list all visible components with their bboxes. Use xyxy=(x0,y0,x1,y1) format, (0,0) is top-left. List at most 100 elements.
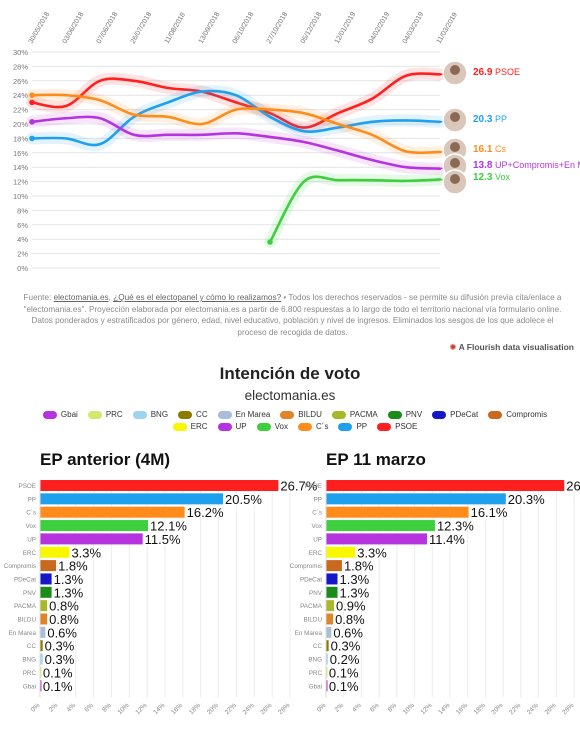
bar-x-tick-label: 14% xyxy=(152,702,166,716)
legend-item-pdecat[interactable]: PDeCat xyxy=(432,410,478,419)
bar-pdecat xyxy=(40,573,52,585)
legend-swatch xyxy=(132,410,147,419)
bar-x-tick-label: 2% xyxy=(48,702,60,714)
bar-prc xyxy=(40,666,42,678)
series-start-point xyxy=(29,135,35,142)
line-chart: 0% 2% 4% 6% 8% 10% 12% 14% 16% 18% 20% 22% 24% 26% 28%… xyxy=(13,11,580,273)
legend-item-compromis[interactable]: Compromis xyxy=(488,410,547,419)
bar-value-label: 16.2% xyxy=(187,505,224,520)
legend-item-up[interactable]: UP xyxy=(217,422,247,431)
x-tick-label: 04/02/2019 xyxy=(368,11,392,45)
chart-subtitle: electomania.es xyxy=(244,388,336,403)
bar-value-label: 0.2% xyxy=(330,652,360,667)
y-tick-label: 22% xyxy=(13,106,28,115)
flourish-credit[interactable]: ✺ A Flourish data visualisation xyxy=(449,342,574,353)
legend-item-gbai[interactable]: Gbai xyxy=(42,410,78,419)
end-name: Cs xyxy=(492,144,506,154)
legend-label: Gbai xyxy=(60,410,78,419)
bar-compromis xyxy=(326,560,342,572)
legend-item-pp[interactable]: PP xyxy=(338,422,367,431)
legend-label: ERC xyxy=(190,422,208,431)
bar-erc xyxy=(40,546,70,558)
legend-item-cc[interactable]: CC xyxy=(178,410,208,419)
legend-item-c-s[interactable]: C´s xyxy=(298,422,328,431)
legend-label: BILDU xyxy=(298,410,322,419)
legend-item-erc[interactable]: ERC xyxy=(172,422,208,431)
legend-item-pnv[interactable]: PNV xyxy=(387,410,423,419)
legend-item-vox[interactable]: Vox xyxy=(256,422,288,431)
x-tick-label: 04/03/2019 xyxy=(402,11,426,45)
legend-item-en-marea[interactable]: En Marea xyxy=(217,410,270,419)
bar-value-label: 12.1% xyxy=(150,519,187,534)
series-end-label: 20.3 PP xyxy=(473,114,507,125)
bar-x-tick-label: 0% xyxy=(316,702,328,714)
legend-label: PRC xyxy=(105,410,123,419)
bar-value-label: 0.1% xyxy=(43,665,73,680)
bar-value-label: 1.8% xyxy=(344,559,374,574)
bar-x-tick-label: 4% xyxy=(66,702,78,714)
y-tick-label: 18% xyxy=(13,134,28,143)
bar-category-label: Vox xyxy=(311,523,322,530)
bar-value-label: 16.1% xyxy=(471,505,508,520)
bar-x-tick-label: 18% xyxy=(473,702,487,716)
end-value: 20.3 xyxy=(473,114,493,125)
legend-item-prc[interactable]: PRC xyxy=(87,410,123,419)
series-end-label: 26.9 PSOE xyxy=(473,67,520,78)
bar-gbai xyxy=(40,680,42,692)
bar-c-s xyxy=(40,506,185,518)
series-start-point xyxy=(29,92,35,98)
bar-value-label: 1.3% xyxy=(54,585,84,600)
bar-value-label: 11.5% xyxy=(145,532,181,547)
chart-title: Intención de voto xyxy=(219,364,361,383)
series-end-label: 16.1 Cs xyxy=(473,144,506,155)
legend-label: UP xyxy=(235,422,247,431)
bar-x-tick-label: 8% xyxy=(387,702,399,714)
legend-swatch xyxy=(178,410,193,419)
legend-label: PNV xyxy=(405,410,423,419)
bar-x-tick-label: 26% xyxy=(544,702,558,716)
footnote-sep: , xyxy=(108,293,114,302)
legend-item-bildu[interactable]: BILDU xyxy=(280,410,322,419)
bar-x-tick-label: 16% xyxy=(170,702,184,716)
end-name: UP+Compromis+En Marea xyxy=(492,160,580,170)
bar-value-label: 0.1% xyxy=(329,665,359,680)
footnote-text: • Todos los derechos reservados - se per… xyxy=(23,293,562,337)
series-line-vox xyxy=(268,175,442,244)
legend-label: PACMA xyxy=(349,410,378,419)
legend: Gbai PRC BNG CC En Marea BILDU PACMA PNV PDeCat C… xyxy=(30,410,560,431)
y-tick-label: 2% xyxy=(17,250,28,259)
legend-swatch xyxy=(432,410,447,419)
bar-category-label: PACMA xyxy=(300,603,323,610)
legend-swatch xyxy=(338,422,353,431)
x-tick-label: 27/10/2018 xyxy=(266,11,290,45)
bar-bildu xyxy=(326,613,334,625)
legend-swatch xyxy=(387,410,402,419)
x-tick-label: 12/01/2019 xyxy=(334,11,358,45)
electomania-link[interactable]: electomania.es xyxy=(53,293,109,302)
bar-x-tick-label: 26% xyxy=(259,702,273,716)
bar-psoe xyxy=(326,480,565,491)
bar-value-label: 0.8% xyxy=(49,612,79,627)
legend-swatch xyxy=(42,410,57,419)
series-line-psoe xyxy=(30,72,442,129)
bar-pnv xyxy=(326,586,338,598)
end-value: 12.3 xyxy=(473,172,493,183)
y-tick-label: 14% xyxy=(13,163,28,172)
legend-swatch xyxy=(256,422,271,431)
x-tick-label: 26/07/2018 xyxy=(130,11,154,45)
bar-value-label: 3.3% xyxy=(71,545,101,560)
legend-item-bng[interactable]: BNG xyxy=(132,410,168,419)
bar-value-label: 0.6% xyxy=(47,625,77,640)
bar-category-label: Vox xyxy=(25,523,36,530)
legend-item-pacma[interactable]: PACMA xyxy=(331,410,378,419)
electopanel-info-link[interactable]: ¿Qué es el electopanel y cómo lo realiza… xyxy=(113,293,282,302)
bar-category-label: PNV xyxy=(23,590,37,597)
bar-category-label: PRC xyxy=(23,670,37,677)
legend-item-psoe[interactable]: PSOE xyxy=(377,422,417,431)
bar-value-label: 0.3% xyxy=(45,639,75,654)
bar-x-tick-label: 8% xyxy=(101,702,113,714)
bar-up xyxy=(40,533,143,545)
bar-category-label: PP xyxy=(28,496,36,503)
flourish-credit-label: A Flourish data visualisation xyxy=(458,342,574,352)
legend-swatch xyxy=(331,410,346,419)
